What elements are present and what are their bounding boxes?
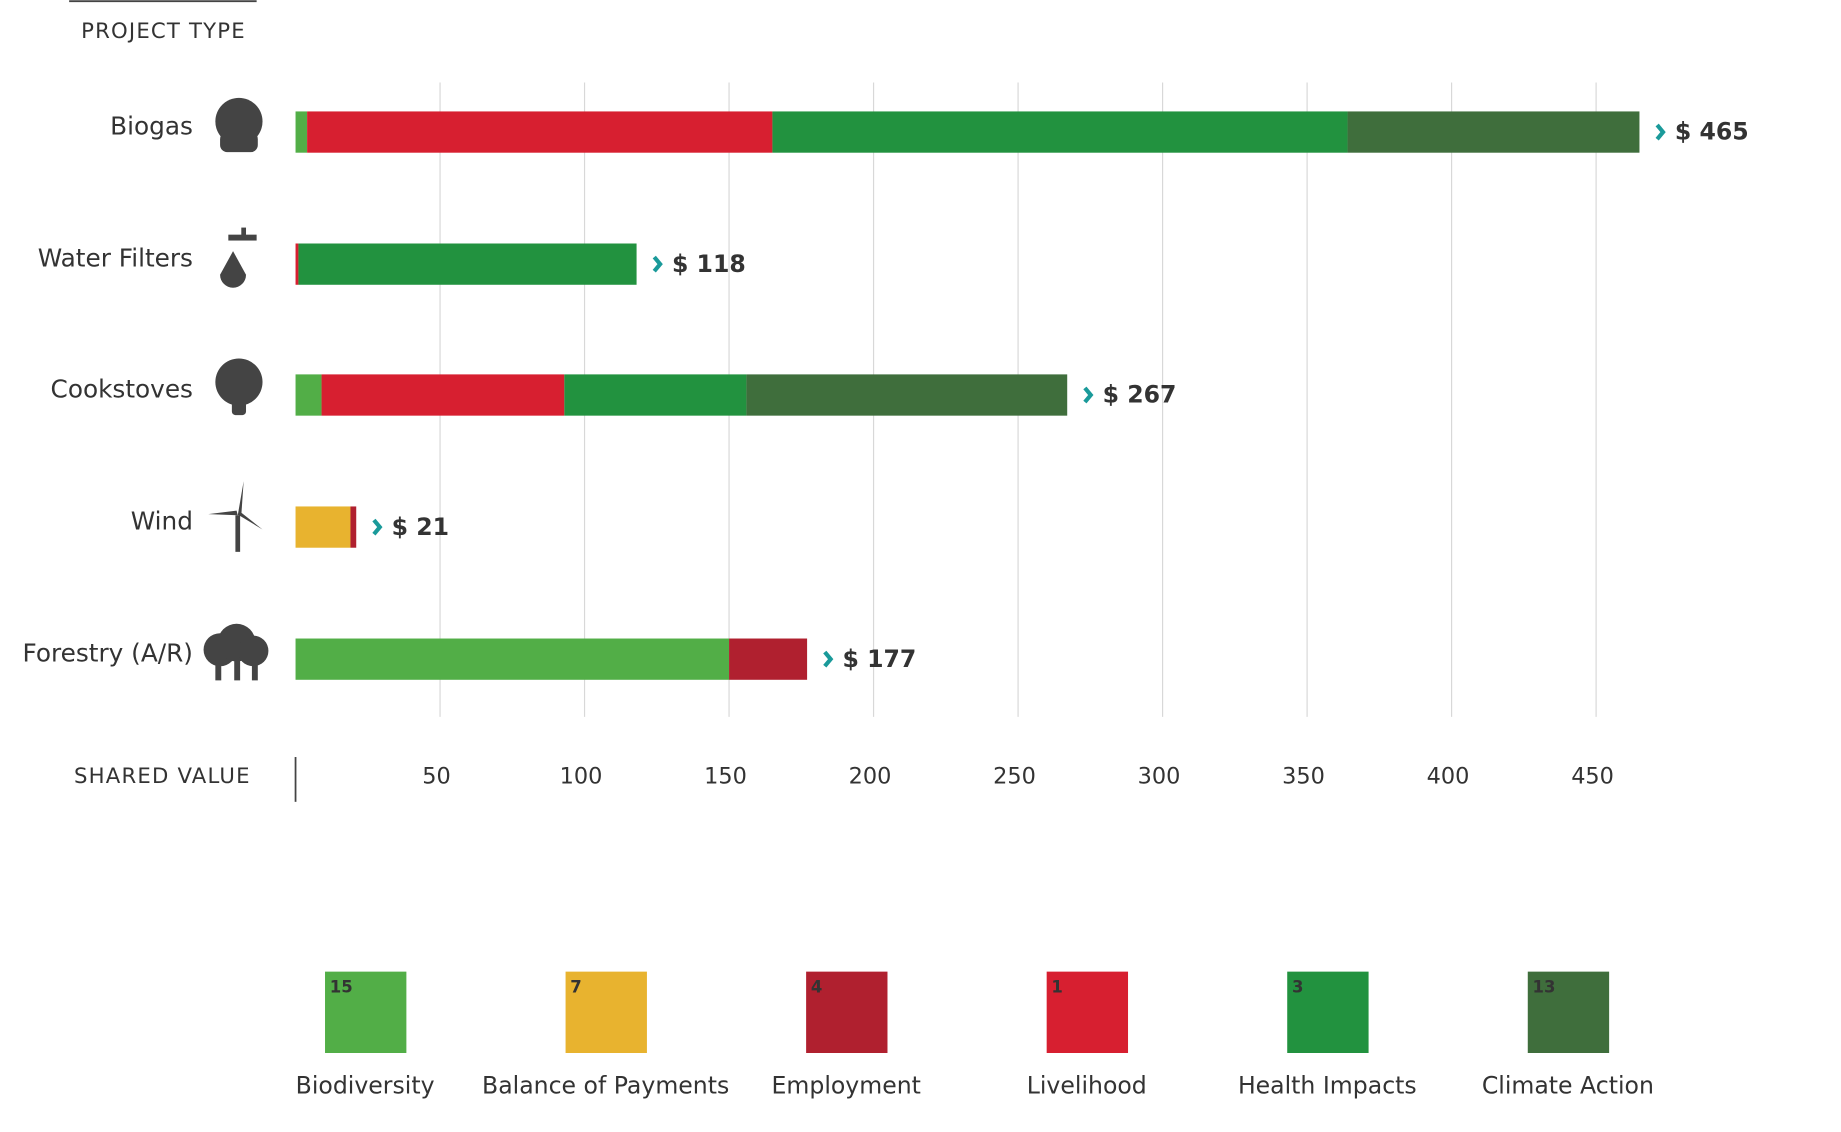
legend-goal: 13 [1532,978,1555,997]
bar-segment [298,243,637,285]
y-axis-label: PROJECT TYPE [81,19,246,44]
legend-swatch [325,971,407,1053]
x-tick-label: 300 [1138,764,1181,790]
category-label: Cookstoves [51,374,193,403]
legend-goal: 7 [570,978,581,997]
total-label: $ 21 [392,513,449,541]
bar-segment [350,506,357,548]
total-label: $ 267 [1103,381,1177,409]
total-marker [1083,386,1094,404]
bar-segment [564,374,747,416]
total-label: $ 177 [842,645,916,673]
legend-label: Climate Action [1482,1072,1654,1100]
legend-label: Employment [771,1072,920,1100]
legend-swatch [565,971,647,1053]
legend-goal: 3 [1292,978,1303,997]
bar-segment [295,638,730,680]
bar-segment [746,374,1068,416]
x-tick-label: 50 [422,764,451,790]
total-marker [1655,123,1666,141]
x-tick-label: 400 [1427,764,1470,790]
x-tick-label: 200 [849,764,892,790]
category-icons [203,97,269,681]
legend-label: Biodiversity [296,1072,435,1100]
bar-segment [295,374,322,416]
bar-segment [295,506,351,548]
legend-goal: 4 [811,978,822,997]
legend-goal: 15 [330,978,353,997]
water-filter-icon [220,227,257,288]
total-label: $ 118 [672,250,746,278]
biogas-icon [215,97,263,153]
legend-swatch [1527,971,1610,1053]
total-label: $ 465 [1675,118,1749,146]
category-label: Wind [131,506,193,535]
legend-label: Health Impacts [1238,1072,1417,1100]
category-label: Forestry (A/R) [23,638,193,667]
legend-swatch [1287,971,1369,1053]
total-marker [652,255,663,273]
legend-goal: 1 [1051,978,1062,997]
wind-icon [208,481,263,552]
legend-swatch [1046,971,1129,1053]
category-label: Water Filters [38,243,193,272]
x-tick-label: 250 [993,764,1036,790]
category-label: Biogas [110,111,193,140]
x-tick-label: 350 [1282,764,1325,790]
total-marker [823,650,834,668]
legend-swatch [806,971,888,1053]
forestry-icon [203,623,269,681]
cookstove-icon [215,358,263,416]
bar-segment [307,111,773,153]
bar-segment [295,243,299,285]
bar-segment [321,374,565,416]
bar-segment [772,111,1348,153]
x-tick-label: 450 [1571,764,1614,790]
total-marker [372,518,383,536]
bar-segment [1347,111,1640,153]
bar-segment [295,111,308,153]
bar-segment [729,638,808,680]
legend-label: Livelihood [1027,1072,1147,1100]
x-tick-label: 150 [704,764,747,790]
x-tick-label: 100 [560,764,603,790]
x-axis-label: SHARED VALUE [74,764,251,789]
legend-label: Balance of Payments [482,1072,729,1100]
